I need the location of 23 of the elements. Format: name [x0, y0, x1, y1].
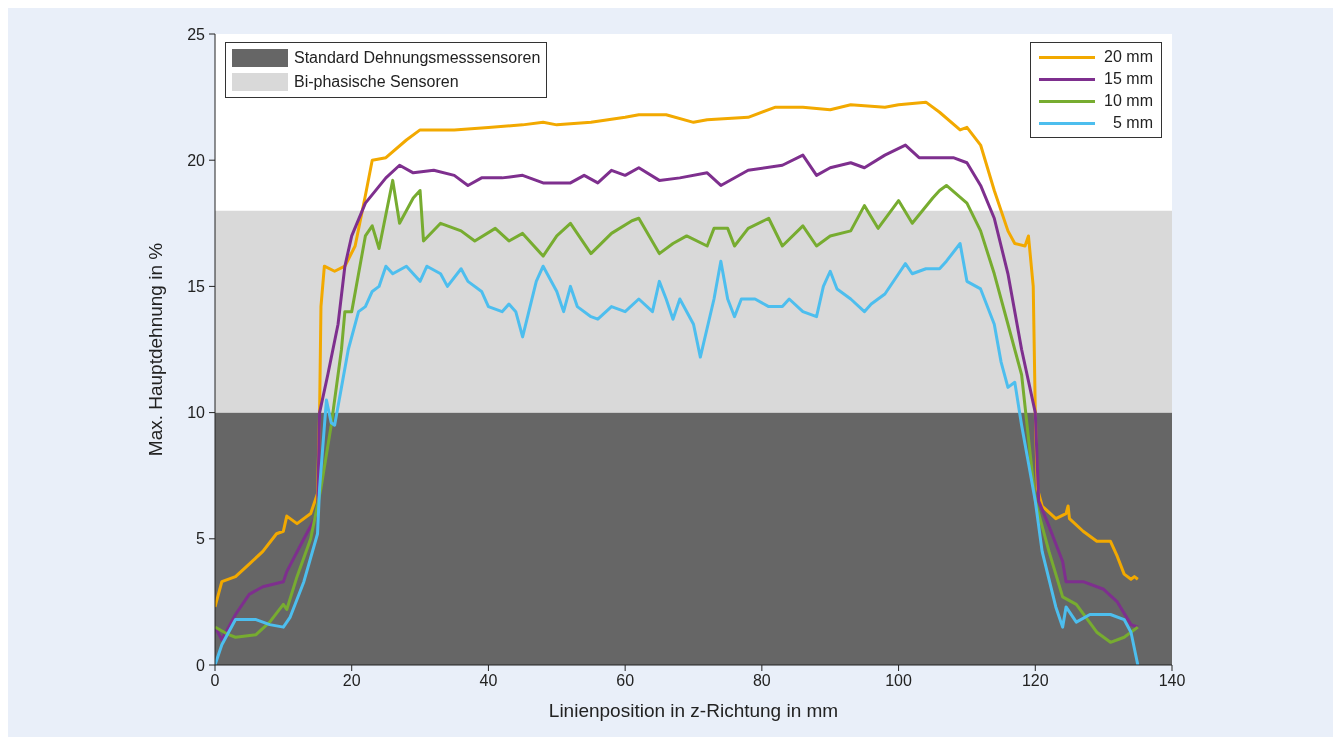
- x-tick-label: 80: [752, 672, 771, 690]
- y-tick-label: 0: [196, 656, 206, 674]
- x-axis-title: Linienposition in z-Richtung in mm: [548, 700, 839, 721]
- y-tick-label: 10: [187, 404, 206, 422]
- y-axis-title: Max. Hauptdehnung in %: [144, 242, 166, 457]
- legend-label: 15 mm: [1103, 70, 1153, 88]
- line-series: [215, 241, 1140, 665]
- y-tick-label: 5: [196, 530, 206, 548]
- x-tick-label: 140: [1158, 672, 1186, 690]
- y-tick-label: 15: [187, 278, 206, 296]
- x-tick-label: 120: [1021, 672, 1049, 690]
- legend-label: 10 mm: [1103, 92, 1153, 110]
- legend-label: Standard Dehnungsmesssensoren: [294, 49, 541, 67]
- x-tick-label: 60: [616, 672, 635, 690]
- legend-label: 20 mm: [1103, 48, 1153, 66]
- y-tick-label: 25: [187, 25, 206, 43]
- x-tick-label: 100: [885, 672, 913, 690]
- y-tick-label: 20: [187, 151, 206, 169]
- x-tick-label: 0: [210, 672, 220, 690]
- x-tick-label: 40: [479, 672, 498, 690]
- legend-label: Bi-phasische Sensoren: [294, 73, 459, 91]
- x-tick-label: 20: [342, 672, 361, 690]
- legend-label: 5 mm: [1112, 114, 1153, 132]
